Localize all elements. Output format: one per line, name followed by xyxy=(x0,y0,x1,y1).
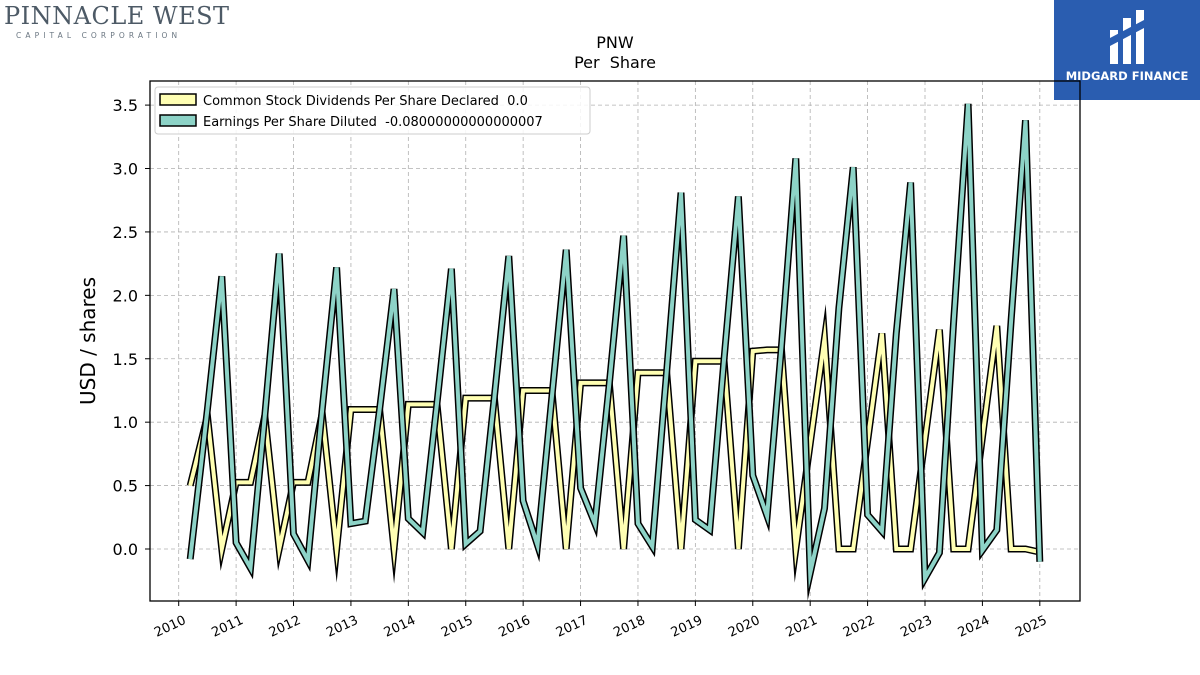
x-tick-label: 2019 xyxy=(669,613,705,641)
legend-box xyxy=(154,86,591,135)
x-tick-label: 2016 xyxy=(497,613,533,641)
x-tick-label: 2023 xyxy=(898,613,934,641)
legend: Common Stock Dividends Per Share Declare… xyxy=(154,86,591,135)
y-axis-label: USD / shares xyxy=(76,277,100,405)
chart-subtitle: Per Share xyxy=(574,53,656,72)
x-tick-label: 2020 xyxy=(726,613,762,641)
legend-swatch-eps xyxy=(159,114,197,127)
series-line-0 xyxy=(188,318,1038,569)
y-axis-ticks: 0.0 0.5 1.0 1.5 2.0 2.5 3.0 3.5 xyxy=(113,96,150,559)
y-tick-label: 3.5 xyxy=(113,96,138,115)
pinnacle-west-logo: PINNACLE WEST CAPITAL CORPORATION xyxy=(4,2,229,42)
x-tick-label: 2013 xyxy=(324,613,360,641)
series-lines xyxy=(186,103,1044,601)
series-line-1 xyxy=(188,103,1042,589)
x-tick-label: 2014 xyxy=(382,613,418,641)
logo-brand-name: MIDGARD FINANCE xyxy=(1065,69,1189,83)
x-tick-label: 2011 xyxy=(209,613,245,641)
chart-title: PNW xyxy=(596,33,634,52)
y-tick-label: 1.5 xyxy=(113,350,138,369)
y-tick-label: 1.0 xyxy=(113,413,138,432)
x-tick-label: 2024 xyxy=(956,613,992,641)
x-tick-label: 2022 xyxy=(841,613,877,641)
midgard-finance-logo: MIDGARD FINANCE xyxy=(1054,0,1200,100)
y-tick-label: 3.0 xyxy=(113,160,138,179)
x-tick-label: 2025 xyxy=(1013,613,1049,641)
x-tick-label: 2015 xyxy=(439,613,475,641)
midgard-logo-icon xyxy=(1110,10,1144,64)
x-tick-label: 2018 xyxy=(611,613,647,641)
x-axis-ticks: 2010 2011 2012 2013 2014 2015 2016 2017 2018 2019… xyxy=(152,601,1050,641)
x-tick-label: 2017 xyxy=(554,613,590,641)
logo-company-subtitle: CAPITAL CORPORATION xyxy=(16,31,182,40)
y-tick-label: 2.0 xyxy=(113,286,138,305)
y-tick-label: 0.0 xyxy=(113,540,138,559)
legend-label-eps: Earnings Per Share Diluted -0.0800000000… xyxy=(203,115,543,130)
x-tick-label: 2010 xyxy=(152,613,188,641)
logo-company-name: PINNACLE WEST xyxy=(4,2,230,30)
x-tick-label: 2012 xyxy=(267,613,303,641)
plot-area-frame xyxy=(149,80,1081,602)
legend-label-dividends: Common Stock Dividends Per Share Declare… xyxy=(203,94,528,109)
x-tick-label: 2021 xyxy=(784,613,820,641)
legend-swatch-dividends xyxy=(159,93,197,106)
y-tick-label: 2.5 xyxy=(113,223,138,242)
y-tick-label: 0.5 xyxy=(113,477,138,496)
